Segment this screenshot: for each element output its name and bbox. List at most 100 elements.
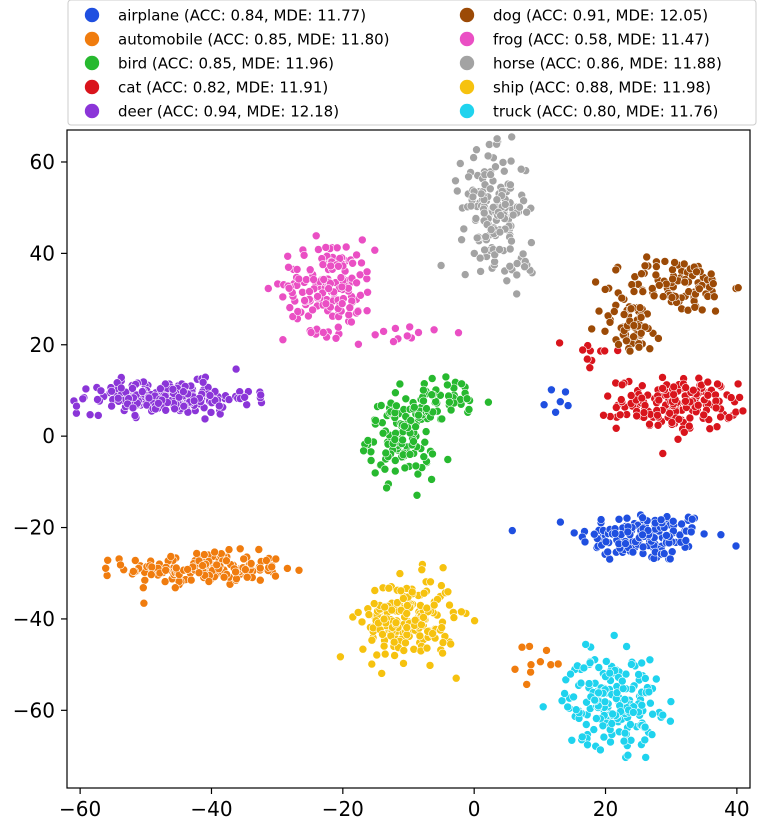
point-cat — [585, 363, 595, 373]
legend-item-truck: truck (ACC: 0.80, MDE: 11.76) — [459, 103, 718, 121]
point-airplane — [569, 528, 579, 538]
point-frog — [370, 245, 380, 255]
point-cat — [600, 346, 610, 356]
point-cat — [703, 377, 713, 387]
point-frog — [305, 265, 315, 275]
point-airplane — [563, 401, 573, 410]
point-ship — [358, 644, 368, 654]
point-deer — [215, 401, 224, 411]
point-frog — [333, 322, 343, 332]
point-airplane — [677, 519, 686, 529]
point-automobile — [192, 549, 201, 558]
point-bird — [420, 437, 430, 447]
point-bird — [427, 390, 437, 400]
point-ship — [403, 601, 412, 610]
point-horse — [455, 159, 465, 168]
point-frog — [362, 306, 372, 316]
point-truck — [645, 655, 655, 665]
point-horse — [519, 196, 528, 205]
point-deer — [198, 377, 208, 387]
point-cat — [578, 345, 588, 355]
point-bird — [395, 379, 405, 389]
point-airplane — [556, 517, 565, 527]
point-airplane — [659, 549, 669, 558]
point-bird — [366, 447, 376, 457]
point-frog — [292, 265, 302, 274]
point-ship — [415, 631, 425, 641]
point-airplane — [731, 541, 741, 551]
point-automobile — [283, 564, 292, 573]
point-cat — [716, 412, 725, 422]
point-cat — [603, 391, 613, 401]
point-automobile — [103, 555, 112, 565]
point-cat — [712, 422, 722, 432]
legend-marker — [84, 103, 100, 119]
point-horse — [506, 156, 516, 166]
point-deer — [116, 383, 126, 393]
legend-item-ship: ship (ACC: 0.88, MDE: 11.98) — [459, 79, 711, 97]
point-ship — [399, 659, 408, 668]
point-frog — [334, 261, 343, 271]
point-truck — [592, 714, 601, 723]
point-dog — [708, 279, 718, 288]
point-automobile — [194, 568, 204, 578]
point-frog — [352, 278, 361, 288]
point-dog — [638, 287, 648, 296]
point-frog — [454, 328, 463, 338]
point-ship — [446, 639, 456, 649]
point-cat — [617, 380, 627, 390]
point-deer — [144, 393, 154, 403]
point-horse — [495, 245, 504, 254]
axes-layer: −60 −40 −20 0 20 40 60 40 20 0 −20 −40 −60 — [13, 150, 750, 821]
point-deer — [156, 384, 165, 394]
series-bird — [359, 372, 493, 500]
point-truck — [666, 716, 675, 726]
point-frog — [300, 296, 309, 305]
point-airplane — [638, 513, 647, 523]
point-automobile — [526, 660, 536, 670]
point-dog — [629, 332, 638, 342]
legend-item-horse: horse (ACC: 0.86, MDE: 11.88) — [459, 55, 722, 73]
point-frog — [405, 322, 415, 332]
point-horse — [492, 134, 502, 144]
series-automobile — [101, 544, 563, 689]
point-ship — [445, 600, 454, 610]
point-cat — [658, 384, 667, 393]
point-ship — [377, 669, 387, 678]
point-frog — [314, 245, 323, 254]
point-dog — [600, 326, 610, 336]
point-horse — [452, 186, 462, 196]
point-ship — [437, 623, 447, 632]
point-truck — [620, 728, 630, 738]
legend-item-cat: cat (ACC: 0.82, MDE: 11.91) — [84, 79, 328, 97]
point-bird — [390, 466, 400, 476]
point-horse — [464, 172, 473, 182]
point-frog — [344, 310, 354, 320]
point-truck — [651, 674, 661, 684]
point-deer — [113, 393, 123, 403]
point-bird — [411, 461, 421, 471]
point-deer — [81, 384, 91, 394]
point-bird — [437, 414, 447, 424]
point-airplane — [687, 514, 697, 524]
point-frog — [362, 267, 372, 277]
point-bird — [409, 437, 418, 446]
point-ship — [379, 614, 389, 624]
point-frog — [337, 282, 347, 292]
point-frog — [332, 243, 342, 253]
point-airplane — [551, 407, 560, 417]
point-frog — [278, 292, 288, 302]
point-dog — [629, 321, 639, 330]
y-tick-label: 20 — [30, 333, 55, 357]
point-frog — [318, 260, 328, 269]
point-ship — [409, 644, 419, 654]
point-bird — [381, 448, 391, 458]
point-deer — [168, 384, 178, 394]
point-airplane — [507, 526, 517, 535]
point-truck — [577, 732, 587, 742]
point-deer — [130, 411, 140, 420]
point-airplane — [681, 536, 691, 545]
legend-item-automobile: automobile (ACC: 0.85, MDE: 11.80) — [84, 31, 390, 49]
point-ship — [425, 661, 435, 670]
